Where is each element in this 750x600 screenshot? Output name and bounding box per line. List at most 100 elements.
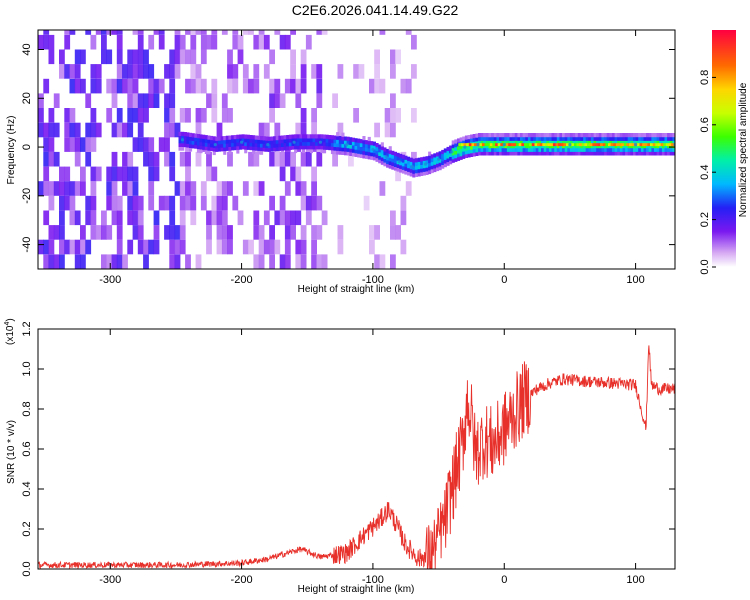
heatmap-cell <box>48 108 55 123</box>
heatmap-cell <box>300 254 307 269</box>
heatmap-cell <box>506 140 510 145</box>
heatmap-cell <box>300 151 307 167</box>
heatmap-cell <box>196 148 200 153</box>
heatmap-cell <box>69 137 76 152</box>
heatmap-cell <box>409 157 413 162</box>
heatmap-cell <box>290 210 296 226</box>
heatmap-cell <box>378 144 382 149</box>
heatmap-cell <box>278 146 282 151</box>
heatmap-cell <box>137 210 144 226</box>
heatmap-cell <box>412 166 416 171</box>
heatmap-cell <box>470 149 474 154</box>
heatmap-cell <box>38 239 44 255</box>
heatmap-cell <box>336 146 340 151</box>
heatmap-cell <box>211 34 218 50</box>
heatmap-cell <box>307 134 311 139</box>
heatmap-cell <box>527 151 531 156</box>
heatmap-cell <box>672 140 675 145</box>
heatmap-cell <box>627 144 631 149</box>
heatmap-cell <box>669 140 673 145</box>
heatmap-cell <box>48 239 55 255</box>
heatmap-cell <box>254 142 258 147</box>
heatmap-cell <box>530 147 534 152</box>
heatmap-cell <box>207 139 211 144</box>
heatmap-cell <box>622 133 626 138</box>
heatmap-cell <box>625 151 629 156</box>
heatmap-cell <box>430 154 434 159</box>
heatmap-cell <box>244 134 248 139</box>
y-tick-label: 1.0 <box>21 361 33 376</box>
heatmap-cell <box>127 49 134 65</box>
heatmap-cell <box>283 146 287 151</box>
heatmap-cell <box>374 78 380 94</box>
heatmap-cell <box>262 136 266 141</box>
heatmap-cell <box>530 140 534 145</box>
heatmap-cell <box>64 195 71 211</box>
heatmap-cell <box>302 148 306 154</box>
heatmap-cell <box>580 140 584 145</box>
heatmap-cell <box>363 195 370 211</box>
heatmap-cell <box>396 163 400 168</box>
x-tick-label: -300 <box>99 274 121 286</box>
heatmap-cell <box>59 195 65 211</box>
heatmap-cell <box>509 136 513 141</box>
heatmap-cell <box>604 140 608 145</box>
heatmap-cell <box>612 133 616 138</box>
heatmap-cell <box>74 254 81 269</box>
heatmap-cell <box>365 140 369 145</box>
heatmap-cell <box>412 173 416 178</box>
heatmap-cell <box>487 143 491 147</box>
heatmap-cell <box>169 64 176 79</box>
heatmap-cell <box>575 136 579 141</box>
heatmap-cell <box>569 144 573 149</box>
heatmap-cell <box>667 140 671 145</box>
heatmap-cell <box>638 133 642 138</box>
heatmap-cell <box>281 139 285 144</box>
ridge-point <box>437 157 441 161</box>
heatmap-cell <box>90 166 97 182</box>
heatmap-cell <box>48 34 55 50</box>
heatmap-cell <box>581 143 585 147</box>
heatmap-cell <box>305 195 312 211</box>
heatmap-cell <box>478 151 482 156</box>
heatmap-cell <box>530 133 534 138</box>
heatmap-cell <box>237 210 244 226</box>
heatmap-cell <box>496 151 500 156</box>
heatmap-cell <box>430 157 434 163</box>
heatmap-cell <box>242 78 249 94</box>
heatmap-cell <box>69 181 76 196</box>
heatmap-cell <box>577 140 581 145</box>
heatmap-cell <box>223 136 227 141</box>
heatmap-cell <box>111 78 118 94</box>
heatmap-cell <box>633 136 637 141</box>
heatmap-cell <box>601 144 605 149</box>
heatmap-cell <box>638 140 642 145</box>
heatmap-cell <box>380 149 384 154</box>
heatmap-cell <box>164 108 170 123</box>
heatmap-cell <box>619 140 623 145</box>
heatmap-cell <box>504 140 508 145</box>
heatmap-cell <box>643 133 647 138</box>
heatmap-cell <box>459 155 463 160</box>
heatmap-cell <box>253 210 260 226</box>
heatmap-cell <box>336 139 340 144</box>
heatmap-cell <box>643 136 647 141</box>
heatmap-cell <box>265 140 269 145</box>
heatmap-cell <box>391 161 395 166</box>
heatmap-cell <box>488 147 492 152</box>
heatmap-cell <box>132 49 139 65</box>
heatmap-cell <box>248 78 254 94</box>
heatmap-cell <box>111 122 118 138</box>
heatmap-cell <box>462 154 466 159</box>
heatmap-cell <box>362 136 366 141</box>
heatmap-cell <box>215 147 219 152</box>
heatmap-cell <box>543 136 547 141</box>
heatmap-cell <box>471 143 475 147</box>
heatmap-cell <box>614 151 618 156</box>
heatmap-cell <box>85 30 92 35</box>
heatmap-cell <box>588 136 592 141</box>
heatmap-cell <box>664 147 668 152</box>
heatmap-cell <box>101 49 107 65</box>
heatmap-cell <box>391 158 395 163</box>
